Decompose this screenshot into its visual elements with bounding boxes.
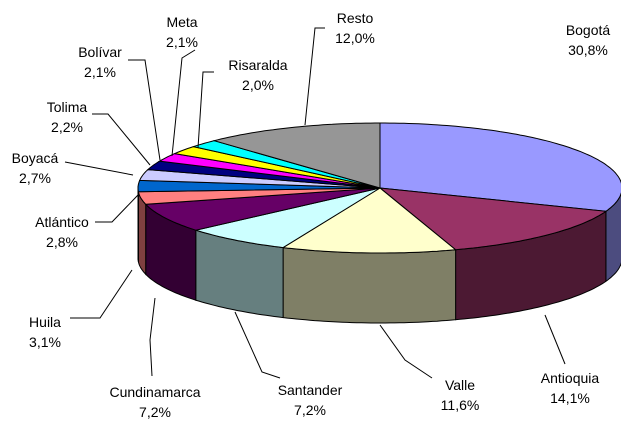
slice (172, 146, 381, 189)
slice (191, 140, 381, 189)
slice-label: Santander (278, 382, 343, 398)
slice (144, 187, 381, 231)
slice-value-label: 12,0% (335, 30, 375, 46)
leader-line (171, 49, 196, 157)
slice-value-label: 11,6% (441, 397, 480, 413)
leader-line (128, 59, 161, 161)
slice (137, 187, 381, 205)
slice (158, 153, 381, 189)
slice-label: Resto (337, 10, 374, 26)
leader-line (95, 194, 139, 223)
slice-side (282, 247, 457, 324)
slice-label: Atlántico (35, 214, 89, 230)
leader-line (64, 161, 134, 176)
slice-value-label: 7,2% (294, 402, 326, 418)
leader-line (544, 314, 566, 365)
slice-value-label: 2,8% (46, 234, 78, 250)
slice (379, 122, 621, 212)
slice-value-label: 3,1% (29, 334, 61, 350)
slice-label: Bolívar (78, 44, 122, 60)
slice-label: Cundinamarca (109, 384, 200, 400)
leader-line (197, 71, 214, 149)
slice-label: Boyacá (12, 150, 59, 166)
slice-value-label: 2,2% (51, 119, 83, 135)
slice-label: Valle (445, 377, 475, 393)
slice-value-label: 2,1% (166, 34, 198, 50)
leader-line (70, 269, 133, 319)
slice (195, 187, 381, 249)
leader-line (92, 113, 151, 166)
slice-value-label: 14,1% (550, 390, 590, 406)
slice-label: Huila (29, 314, 61, 330)
slice (281, 187, 457, 254)
slice-label: Bogotá (566, 22, 611, 38)
slice-label: Risaralda (228, 57, 287, 73)
leader-line (149, 297, 156, 377)
slice-value-label: 7,2% (139, 404, 171, 420)
slice-label: Meta (166, 14, 197, 30)
slice-label: Tolima (47, 99, 88, 115)
slice (378, 187, 608, 251)
leader-line (304, 27, 325, 126)
slice-value-label: 2,7% (19, 170, 51, 186)
leader-line (234, 311, 281, 379)
slice (212, 122, 381, 189)
slice-value-label: 30,8% (568, 42, 608, 58)
slice-side (137, 191, 147, 276)
slice-label: Antioquia (541, 370, 600, 386)
slice (137, 179, 381, 193)
leader-line (379, 324, 433, 379)
slice-value-label: 2,0% (242, 77, 274, 93)
slice-value-label: 2,1% (84, 64, 116, 80)
